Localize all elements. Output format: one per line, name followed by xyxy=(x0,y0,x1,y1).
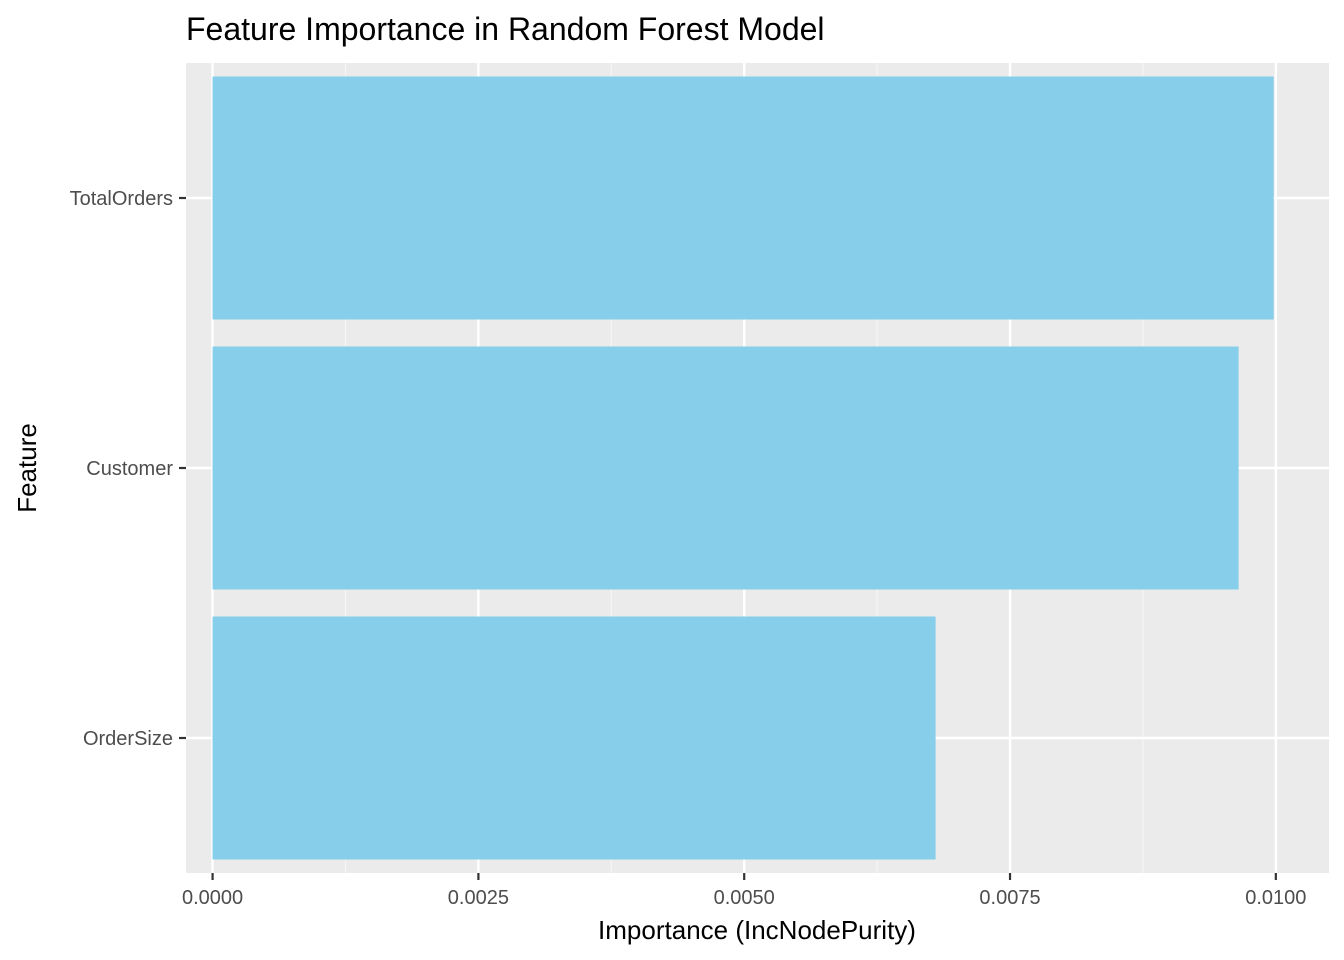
x-axis: 0.0000 0.0025 0.0050 0.0075 0.0100 xyxy=(182,873,1306,909)
x-tick-label: 0.0025 xyxy=(448,887,509,909)
y-tick-label: TotalOrders xyxy=(70,188,173,210)
y-tick-label: OrderSize xyxy=(83,728,173,750)
bars xyxy=(212,76,1274,860)
bar-totalorders xyxy=(212,76,1274,320)
x-tick-label: 0.0050 xyxy=(714,887,775,909)
x-tick-label: 0.0100 xyxy=(1245,887,1306,909)
x-tick-label: 0.0075 xyxy=(979,887,1040,909)
y-tick-label: Customer xyxy=(86,458,173,480)
x-axis-title: Importance (IncNodePurity) xyxy=(598,915,916,945)
chart-title: Feature Importance in Random Forest Mode… xyxy=(186,11,825,47)
x-tick-label: 0.0000 xyxy=(182,887,243,909)
y-axis-title: Feature xyxy=(12,423,42,513)
bar-customer xyxy=(212,346,1239,590)
y-axis: TotalOrders Customer OrderSize xyxy=(70,188,186,750)
bar-ordersize xyxy=(212,616,936,860)
